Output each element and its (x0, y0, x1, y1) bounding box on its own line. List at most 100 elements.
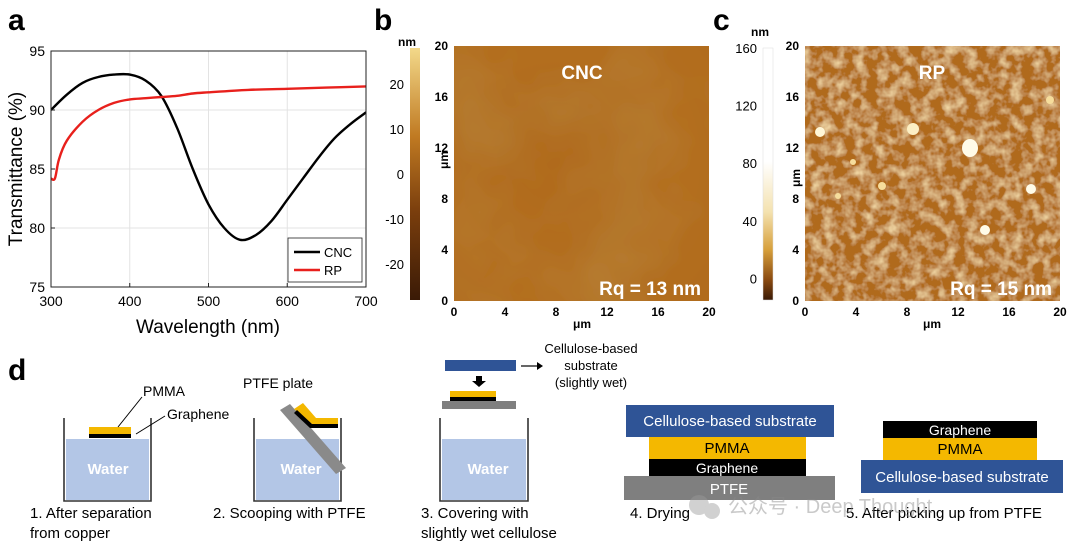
afm-y-tick-label: 16 (435, 90, 449, 104)
particle (835, 193, 841, 199)
afm-texture-rp (805, 46, 1060, 301)
pmma-layer (294, 403, 338, 424)
beaker (253, 418, 342, 502)
colorbar-tick-label: 20 (390, 77, 404, 92)
cellulose-note-3: (slightly wet) (555, 375, 627, 390)
afm-x-tick-label: 20 (702, 305, 716, 319)
colorbar-unit-rp: nm (751, 25, 769, 39)
step-1: Water PMMA Graphene 1. After separation … (30, 383, 229, 542)
caption-4: 4. Drying (630, 505, 690, 522)
stack4-pmma: PMMA (705, 440, 750, 457)
pmma-layer (450, 391, 496, 397)
afm-title-rp: RP (919, 63, 946, 84)
legend-label-cnc: CNC (324, 245, 352, 260)
afm-ylabel-cnc: μm (437, 151, 451, 169)
afm-x-tick-label: 12 (951, 305, 965, 319)
wechat-icon (689, 495, 709, 515)
particle (962, 139, 978, 157)
x-tick-label: 500 (197, 293, 221, 309)
y-tick-label: 90 (29, 102, 45, 118)
panel-label-b: b (374, 4, 392, 37)
colorbar-ticks-rp: 160 120 80 40 0 (735, 41, 757, 286)
afm-axes-cnc: 00 4 4 8 8 12 12 16 16 20 20 (435, 39, 716, 319)
afm-y-tick-label: 12 (435, 141, 449, 155)
afm-x-tick-label: 20 (1053, 305, 1067, 319)
cellulose-note-2: substrate (564, 358, 617, 373)
colorbar-tick-label: 80 (743, 156, 757, 171)
afm-x-tick-label: 4 (853, 305, 860, 319)
afm-x-tick-label: 8 (553, 305, 560, 319)
water-label: Water (467, 461, 508, 478)
particle (815, 127, 825, 137)
graphene-layer (294, 410, 338, 428)
caption-2: 2. Scooping with PTFE (213, 505, 366, 522)
caption-1a: 1. After separation (30, 505, 152, 522)
afm-y-tick-label: 16 (786, 90, 800, 104)
afm-rq-rp: Rq = 15 nm (950, 279, 1052, 300)
watermark-text: 公众号 · Deep Thought (728, 495, 933, 518)
legend-box (287, 237, 363, 283)
particle (850, 159, 856, 165)
afm-title-cnc: CNC (561, 63, 602, 84)
step-2: Water PTFE plate 2. Scooping with PTFE (213, 375, 366, 522)
y-tick-label: 95 (29, 43, 45, 59)
afm-xlabel-rp: μm (923, 317, 941, 331)
afm-x-tick-label: 4 (502, 305, 509, 319)
stack5-pmma: PMMA (938, 441, 983, 458)
graphene-label: Graphene (167, 406, 229, 422)
ptfe-plate (280, 404, 346, 474)
step-5: Graphene PMMA Cellulose-based substrate … (846, 421, 1063, 522)
x-tick-label: 600 (276, 293, 300, 309)
particle (1026, 184, 1036, 194)
y-axis-label: Transmittance (%) (6, 92, 27, 247)
water-label: Water (87, 461, 128, 478)
afm-ylabel-rp: μm (789, 169, 803, 187)
stack4-graphene: Graphene (696, 460, 758, 476)
x-tick-label: 700 (354, 293, 378, 309)
down-arrow-head (472, 381, 486, 387)
particle (1046, 96, 1054, 104)
afm-x-tick-label: 12 (600, 305, 614, 319)
colorbar-tick-label: -20 (385, 257, 404, 272)
graphene-layer (649, 459, 806, 476)
ptfe-layer (624, 476, 835, 500)
water-fill (442, 439, 526, 500)
graphene-layer (883, 421, 1037, 438)
afm-rq-cnc: Rq = 13 nm (599, 279, 701, 300)
afm-y-tick-label: 20 (786, 39, 800, 53)
colorbar-tick-label: 120 (735, 99, 757, 114)
graphene-layer (450, 397, 496, 401)
y-tick-label: 80 (29, 220, 45, 236)
stack4-ptfe: PTFE (710, 481, 748, 498)
afm-x-tick-label: 8 (904, 305, 911, 319)
afm-y-tick-label: 0 (441, 294, 448, 308)
x-axis-label: Wavelength (nm) (136, 317, 280, 338)
panel-label-d: d (8, 354, 26, 387)
x-tick-label: 400 (118, 293, 142, 309)
caption-3b: slightly wet cellulose (421, 525, 557, 542)
afm-y-tick-label: 8 (441, 192, 448, 206)
caption-1b: from copper (30, 525, 110, 542)
graphene-layer (89, 434, 131, 438)
transmittance-chart: 300 400 500 600 700 75 80 85 90 95 Wavelength (nm… (6, 43, 378, 338)
particle (878, 182, 886, 190)
afm-y-tick-label: 4 (792, 243, 799, 257)
stack5-cellulose: Cellulose-based substrate (875, 469, 1048, 486)
colorbar-tick-label: 0 (750, 271, 757, 286)
panel-label-c: c (713, 4, 730, 37)
wechat-icon-bubble (704, 503, 720, 519)
colorbar-ticks-cnc: 20 10 0 -10 -20 (385, 77, 404, 272)
afm-x-tick-label: 0 (802, 305, 809, 319)
legend-label-rp: RP (324, 263, 342, 278)
afm-texture-cnc (454, 46, 709, 301)
cellulose-note-1: Cellulose-based (544, 341, 637, 356)
particle (980, 225, 990, 235)
afm-xlabel-cnc: μm (573, 317, 591, 331)
pmma-label: PMMA (143, 383, 186, 399)
series-line-cnc (51, 72, 366, 242)
ptfe-layer (442, 401, 516, 409)
caption-5: 5. After picking up from PTFE (846, 505, 1042, 522)
